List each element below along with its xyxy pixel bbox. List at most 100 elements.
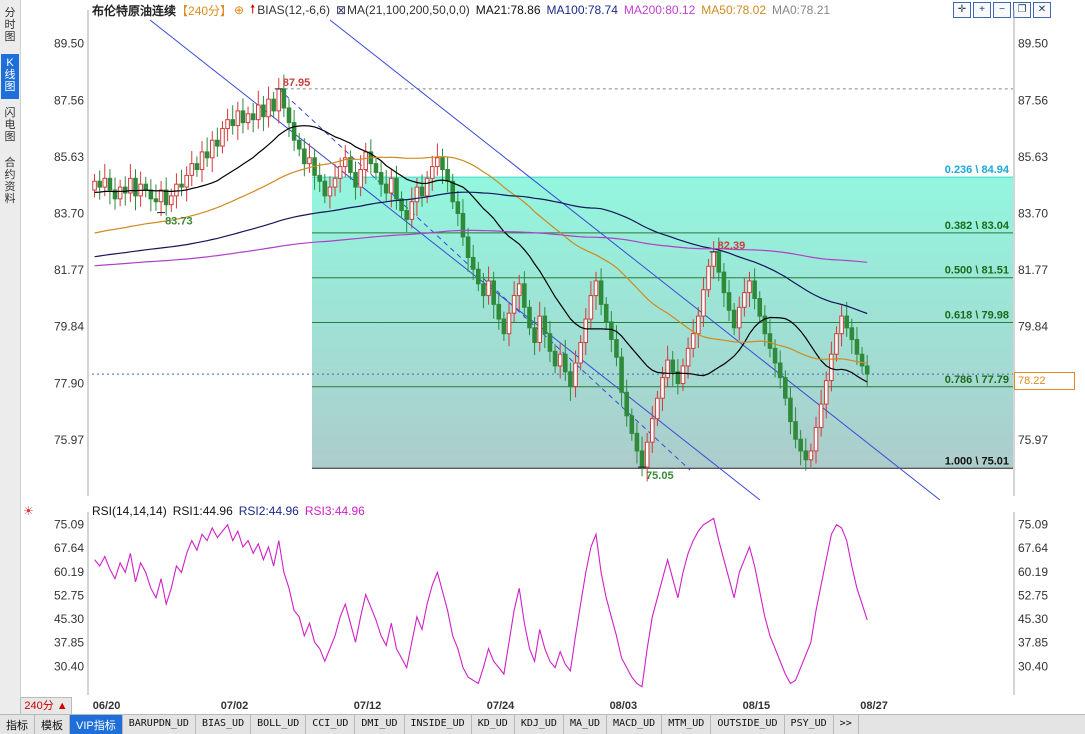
indicator-tab[interactable]: MTM_UD — [662, 715, 712, 734]
candle-body — [296, 139, 302, 150]
candle-body — [189, 163, 195, 176]
candle-body — [163, 189, 169, 206]
fib-label: 0.382 \ 83.04 — [945, 220, 1010, 232]
candle-body — [839, 315, 844, 335]
rsi-tick-right: 30.40 — [1018, 659, 1048, 673]
candle-body — [619, 356, 624, 393]
candle-body — [153, 198, 159, 203]
candle-body — [358, 169, 363, 188]
zoom-in-icon[interactable]: + — [973, 2, 991, 18]
price-tick-right: 89.50 — [1018, 36, 1048, 50]
indicator-tab[interactable]: OUTSIDE_UD — [711, 715, 785, 734]
time-axis: 06/20 07/02 07/12 07/24 08/03 08/15 08/27 — [93, 700, 888, 712]
rsi-line — [94, 517, 868, 688]
candle-body — [465, 236, 471, 258]
candle-body — [818, 403, 824, 429]
ma200-line — [94, 229, 868, 267]
candle-body — [307, 157, 312, 165]
indicator-tab[interactable]: PSY_UD — [785, 715, 834, 734]
candle-body — [696, 315, 701, 335]
rsi-chart[interactable]: 75.09 75.09 67.64 67.64 60.19 60.19 52.75 52.75… — [0, 500, 1085, 700]
tab-flash[interactable]: 闪电图 — [4, 107, 16, 143]
rsi-params[interactable]: RSI(14,14,14) — [92, 504, 167, 518]
candle-body — [174, 183, 179, 197]
indicator-tab[interactable]: 指标 — [0, 715, 35, 734]
candle-body — [322, 180, 328, 197]
tab-contract-info[interactable]: 合约资料 — [4, 157, 16, 205]
indicator-tab[interactable]: BIAS_UD — [196, 715, 252, 734]
price-tick-left: 77.90 — [54, 377, 84, 391]
annotation-label: 82.39 — [718, 240, 746, 252]
bias-label[interactable]: BIAS(12,-6,6) — [257, 3, 330, 17]
indicator-tab[interactable]: 模板 — [35, 715, 70, 734]
indicator-tab[interactable]: DMI_UD — [355, 715, 405, 734]
ma21-line — [94, 125, 868, 383]
candle-body — [337, 166, 343, 179]
candle-body — [450, 180, 456, 203]
candle-body — [506, 312, 512, 335]
candle-body — [97, 180, 102, 188]
candle-body — [158, 189, 164, 203]
candle-body — [516, 283, 522, 297]
candle-body — [593, 280, 599, 297]
candle-body — [470, 256, 476, 270]
candle-body — [522, 283, 527, 308]
indicator-tab[interactable]: MA_UD — [564, 715, 608, 734]
candle-body — [112, 189, 118, 200]
rsi-tick-right: 67.64 — [1018, 541, 1048, 555]
crosshair-icon[interactable]: ✛ — [953, 2, 971, 18]
fib-label: 0.236 \ 84.94 — [945, 164, 1010, 176]
candle-body — [353, 171, 358, 188]
candle-body — [235, 110, 241, 127]
candle-body — [256, 104, 261, 121]
candle-body — [169, 195, 174, 206]
up-arrow-icon: 🠕 — [250, 1, 256, 16]
indicator-tab[interactable]: KD_UD — [472, 715, 515, 734]
annotation-label: 87.95 — [283, 77, 311, 89]
indicator-tab[interactable]: BOLL_UD — [251, 715, 307, 734]
candle-body — [481, 283, 486, 297]
candle-body — [660, 377, 665, 399]
tab-timeshare[interactable]: 分时图 — [4, 7, 16, 43]
zoom-out-icon[interactable]: − — [993, 2, 1011, 18]
ma50-line — [94, 155, 868, 364]
indicator-tab[interactable]: INSIDE_UD — [405, 715, 472, 734]
candle-body — [92, 180, 97, 191]
tab-kline[interactable]: K线图 — [1, 54, 19, 99]
indicator-tab[interactable]: CCI_UD — [306, 715, 356, 734]
add-icon[interactable]: ⊕ — [234, 3, 245, 17]
candle-body — [598, 280, 604, 305]
price-chart[interactable]: 0.236 \ 84.94 0.382 \ 83.04 0.500 \ 81.51 0… — [0, 0, 1085, 500]
close-icon[interactable]: ✕ — [1033, 2, 1051, 18]
candle-body — [245, 113, 251, 124]
candle-body — [225, 119, 230, 129]
period-selector[interactable]: 240分 ▲ — [20, 697, 72, 715]
candle-body — [685, 347, 691, 367]
candle-body — [624, 391, 629, 417]
price-tick-right: 79.84 — [1018, 320, 1048, 334]
chart-toolbar: ✛ + − ❐ ✕ — [953, 2, 1051, 18]
candle-body — [731, 309, 737, 329]
indicator-tab[interactable]: >> — [834, 715, 859, 734]
indicator-tab[interactable]: BARUPDN_UD — [123, 715, 196, 734]
price-tick-right: 75.97 — [1018, 433, 1048, 447]
settings-sun-icon[interactable]: ☀ — [23, 504, 34, 518]
price-annotations: 87.95 83.73 82.39 75.05 — [157, 77, 745, 482]
ma-params[interactable]: MA(21,100,200,50,0,0) — [347, 3, 470, 17]
candle-body — [634, 432, 640, 452]
indicator-tab[interactable]: KDJ_UD — [515, 715, 564, 734]
candle-body — [798, 438, 803, 452]
candle-body — [281, 88, 287, 109]
candle-body — [122, 186, 128, 194]
moving-averages — [94, 125, 868, 383]
candle-body — [859, 353, 865, 367]
indicator-tab[interactable]: VIP指标 — [70, 715, 123, 734]
rsi-tick-left: 30.40 — [54, 659, 84, 673]
candle-body — [342, 157, 348, 168]
candle-body — [603, 303, 609, 323]
candle-body — [701, 289, 706, 317]
indicator-tab[interactable]: MACD_UD — [607, 715, 663, 734]
candle-body — [143, 183, 149, 191]
candle-body — [501, 318, 507, 335]
period-label[interactable]: 【240分】 — [176, 3, 233, 18]
